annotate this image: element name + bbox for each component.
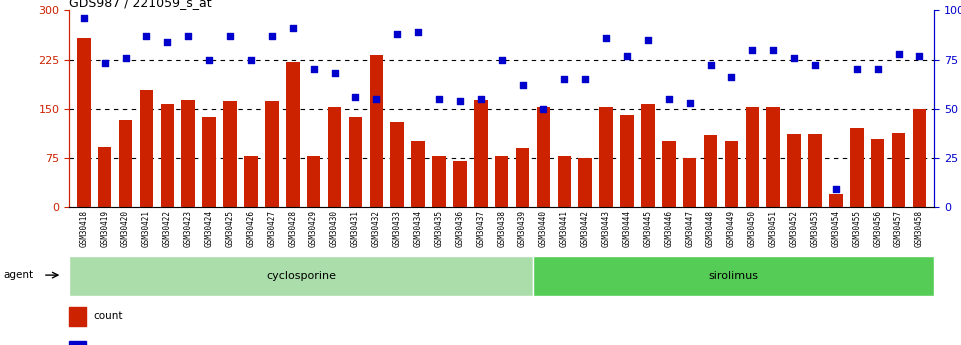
Bar bbox=[119, 120, 133, 207]
Bar bbox=[349, 117, 362, 207]
Bar bbox=[913, 109, 926, 207]
Bar bbox=[829, 194, 843, 207]
Point bbox=[766, 47, 781, 52]
Point bbox=[389, 31, 405, 37]
Point bbox=[640, 37, 655, 42]
Point bbox=[348, 94, 363, 100]
Point bbox=[222, 33, 237, 39]
Bar bbox=[579, 158, 592, 207]
Point bbox=[870, 67, 885, 72]
Bar bbox=[495, 156, 508, 207]
Bar bbox=[787, 134, 801, 207]
Point bbox=[745, 47, 760, 52]
Bar bbox=[77, 38, 90, 207]
Point bbox=[682, 100, 698, 106]
Point bbox=[453, 98, 468, 104]
Bar bbox=[767, 107, 780, 207]
Bar bbox=[182, 100, 195, 207]
Bar bbox=[516, 148, 530, 207]
Point bbox=[807, 63, 823, 68]
Point bbox=[264, 33, 280, 39]
Point bbox=[578, 77, 593, 82]
Bar bbox=[808, 134, 822, 207]
Point bbox=[431, 96, 447, 101]
Text: sirolimus: sirolimus bbox=[708, 271, 758, 281]
Text: count: count bbox=[93, 312, 123, 321]
Point bbox=[850, 67, 865, 72]
Bar bbox=[286, 62, 300, 207]
Point bbox=[912, 53, 927, 58]
Point bbox=[160, 39, 175, 45]
Bar bbox=[265, 101, 279, 207]
Bar bbox=[746, 107, 759, 207]
Point bbox=[599, 35, 614, 41]
Bar bbox=[871, 139, 884, 207]
Bar bbox=[69, 256, 533, 296]
Bar bbox=[703, 135, 717, 207]
Bar bbox=[411, 141, 425, 207]
Bar bbox=[432, 156, 446, 207]
Point bbox=[661, 96, 677, 101]
Bar bbox=[160, 104, 174, 207]
Point bbox=[369, 96, 384, 101]
Bar bbox=[203, 117, 216, 207]
Point bbox=[327, 70, 342, 76]
Bar bbox=[139, 90, 153, 207]
Point bbox=[285, 25, 301, 31]
Bar bbox=[453, 161, 467, 207]
Bar bbox=[892, 133, 905, 207]
Point bbox=[619, 53, 634, 58]
Point bbox=[306, 67, 321, 72]
Point bbox=[181, 33, 196, 39]
Bar bbox=[328, 107, 341, 207]
Point bbox=[556, 77, 572, 82]
Point bbox=[473, 96, 488, 101]
Bar bbox=[641, 104, 654, 207]
Point bbox=[118, 55, 134, 60]
Bar bbox=[725, 141, 738, 207]
Bar bbox=[244, 156, 258, 207]
Point bbox=[202, 57, 217, 62]
Text: agent: agent bbox=[4, 270, 34, 280]
Bar bbox=[390, 122, 404, 207]
Bar bbox=[662, 141, 676, 207]
Point bbox=[410, 29, 426, 35]
Bar bbox=[683, 158, 697, 207]
Bar bbox=[69, 341, 86, 345]
Point bbox=[243, 57, 259, 62]
Bar bbox=[369, 55, 383, 207]
Bar bbox=[600, 107, 613, 207]
Point bbox=[891, 51, 906, 56]
Bar bbox=[69, 307, 86, 326]
Bar bbox=[557, 156, 571, 207]
Point bbox=[76, 16, 91, 21]
Bar bbox=[533, 256, 934, 296]
Bar bbox=[850, 128, 864, 207]
Bar bbox=[536, 107, 551, 207]
Bar bbox=[223, 101, 236, 207]
Point bbox=[138, 33, 154, 39]
Bar bbox=[474, 100, 487, 207]
Bar bbox=[98, 147, 111, 207]
Point bbox=[97, 61, 112, 66]
Point bbox=[515, 82, 530, 88]
Point bbox=[494, 57, 509, 62]
Point bbox=[828, 187, 844, 192]
Bar bbox=[620, 115, 634, 207]
Point bbox=[702, 63, 718, 68]
Bar bbox=[307, 156, 320, 207]
Text: GDS987 / 221059_s_at: GDS987 / 221059_s_at bbox=[69, 0, 211, 9]
Point bbox=[724, 75, 739, 80]
Point bbox=[786, 55, 801, 60]
Point bbox=[535, 106, 551, 111]
Text: cyclosporine: cyclosporine bbox=[266, 271, 336, 281]
